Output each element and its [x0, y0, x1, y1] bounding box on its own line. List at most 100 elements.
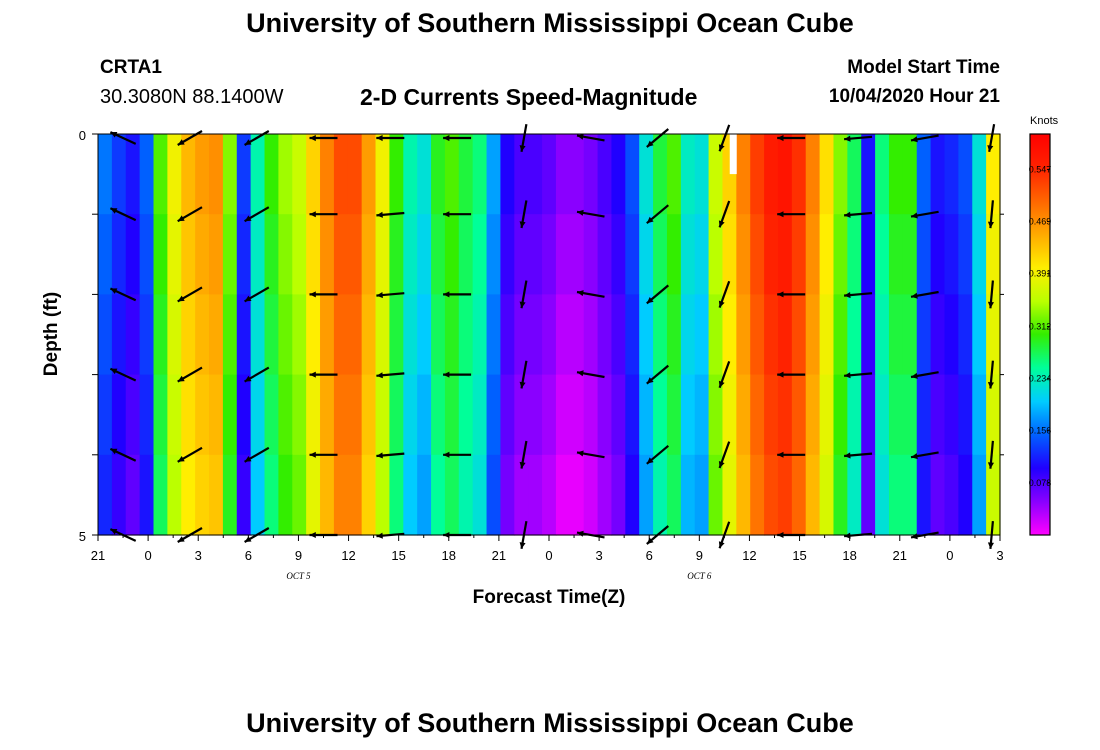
day-label: OCT 6: [687, 571, 712, 581]
current-vector: [646, 364, 670, 385]
heatmap-cell: [750, 294, 765, 376]
current-vector: [646, 284, 670, 305]
current-vector: [987, 440, 994, 469]
current-vector: [109, 207, 137, 222]
current-vector: [718, 124, 731, 152]
current-vector: [576, 209, 605, 218]
current-vector: [576, 450, 605, 459]
heatmap-cell: [292, 454, 307, 536]
heatmap-cell: [555, 134, 571, 215]
colorbar-label: 0.312: [1029, 321, 1052, 331]
heatmap-cell: [264, 134, 279, 215]
heatmap-cell: [750, 134, 765, 215]
y-tick-label: 5: [79, 529, 86, 544]
day-label: OCT 5: [286, 571, 311, 581]
heatmap-cell: [361, 294, 377, 376]
heatmap-cell: [514, 374, 529, 456]
heatmap-cell: [195, 374, 210, 456]
heatmap-cell: [888, 294, 904, 376]
heatmap-cell: [209, 294, 224, 376]
heatmap-cell: [777, 134, 793, 215]
heatmap-cell: [986, 134, 1001, 215]
current-vector: [376, 135, 405, 142]
x-tick-label: 9: [696, 548, 703, 563]
heatmap-cell: [791, 294, 807, 376]
heatmap-cell: [750, 374, 765, 456]
heatmap-cell: [791, 214, 807, 295]
heatmap-cell: [944, 374, 959, 456]
heatmap-cell: [125, 214, 141, 295]
heatmap-cell: [444, 454, 460, 536]
x-tick-label: 15: [792, 548, 806, 563]
heatmap-cell: [625, 454, 640, 536]
heatmap-cell: [639, 134, 654, 215]
heatmap-cell: [708, 374, 724, 456]
heatmap-cell: [292, 294, 307, 376]
heatmap-cell: [708, 214, 724, 295]
heatmap-cell: [666, 374, 682, 456]
heatmap-cell: [542, 214, 557, 295]
heatmap-cell: [111, 454, 127, 536]
x-tick-label: 3: [595, 548, 602, 563]
current-vector: [910, 290, 939, 299]
y-tick-label: 0: [79, 128, 86, 143]
heatmap-cell: [389, 374, 404, 456]
heatmap-cell: [972, 294, 987, 376]
current-vector: [844, 372, 873, 379]
heatmap-cell: [278, 454, 293, 536]
current-vector: [177, 446, 203, 463]
current-vector: [777, 291, 806, 298]
heatmap-cell: [417, 374, 432, 456]
heatmap-cell: [680, 214, 696, 295]
heatmap-cell: [403, 134, 418, 215]
current-vector: [910, 134, 939, 143]
heatmap-cell: [250, 214, 266, 295]
x-tick-label: 3: [996, 548, 1003, 563]
heatmap-cell: [375, 294, 391, 376]
heatmap-cell: [361, 374, 377, 456]
current-vector: [376, 372, 405, 379]
heatmap-cell: [542, 454, 557, 536]
current-vector: [443, 135, 472, 142]
colorbar: Knots 0.547 0.469 0.391 0.312 0.234 0.156 0.078: [1029, 115, 1059, 536]
y-axis-title: Depth (ft): [41, 292, 62, 376]
heatmap-cell: [292, 134, 307, 215]
heatmap-cell: [361, 214, 377, 295]
heatmap-cell: [764, 374, 779, 456]
current-vector: [844, 452, 873, 459]
heatmap-cell: [805, 134, 821, 215]
heatmap-cell: [888, 134, 904, 215]
heatmap-cell: [861, 294, 876, 376]
heatmap-cell: [347, 294, 363, 376]
heatmap-cell: [805, 374, 821, 456]
heatmap-cell: [195, 454, 210, 536]
heatmap-cell: [278, 294, 293, 376]
heatmap-cell: [444, 294, 460, 376]
current-vector: [844, 135, 873, 142]
heatmap-cell: [431, 214, 446, 295]
heatmap-cell: [222, 454, 238, 536]
x-tick-label: 21: [492, 548, 506, 563]
current-vector: [177, 366, 203, 383]
heatmap-cell: [195, 214, 210, 295]
heatmap-cell: [278, 214, 293, 295]
heatmap-cell: [264, 374, 279, 456]
heatmap-cell: [389, 454, 404, 536]
x-tick-label: 0: [144, 548, 151, 563]
heatmap-cell: [944, 214, 959, 295]
heatmap-cell: [528, 454, 543, 536]
heatmap-cell: [403, 374, 418, 456]
heatmap-cell: [333, 454, 349, 536]
heatmap-cell: [514, 134, 529, 215]
heatmap-cell: [292, 214, 307, 295]
current-vector: [777, 211, 806, 218]
current-vector: [576, 290, 605, 298]
heatmap-cell: [181, 374, 196, 456]
heatmap-cell: [236, 454, 252, 536]
heatmap-cell: [306, 294, 321, 376]
heatmap-cell: [236, 374, 252, 456]
heatmap-cell: [236, 214, 252, 295]
current-vector: [987, 124, 996, 152]
heatmap-cell: [250, 454, 266, 536]
